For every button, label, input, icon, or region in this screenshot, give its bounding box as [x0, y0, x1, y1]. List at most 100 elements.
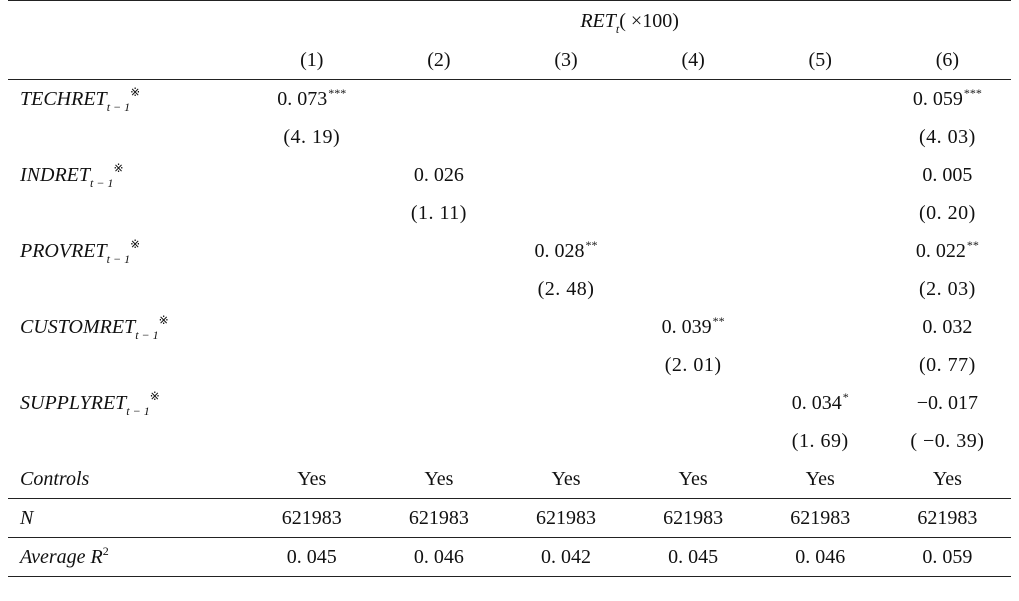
tstat-cell	[630, 118, 757, 156]
coefficient-value: −0. 017	[916, 391, 979, 414]
column-number: (5)	[756, 41, 884, 80]
variable-name: SUPPLYRET	[20, 391, 127, 414]
summary-cell: Yes	[297, 467, 327, 490]
dependent-var-subscript: t	[615, 21, 620, 36]
coefficient-row: TECHRETt − 1※ 0. 073*** 0. 059***	[8, 80, 1011, 119]
summary-label-text: Average R	[20, 545, 103, 568]
tstat-label-blank	[8, 422, 248, 460]
summary-cell: 0. 046	[375, 537, 503, 577]
coefficient-value: 0. 022	[915, 239, 966, 262]
summary-label-text: Controls	[20, 467, 90, 490]
summary-body: Controls Yes Yes Yes Yes Yes Yes N 621983 621983 6…	[8, 460, 1011, 577]
coefficient-cell	[630, 384, 757, 422]
dependent-var-scale: ( ×100)	[619, 9, 679, 32]
coefficient-cell	[502, 384, 629, 422]
coefficient-cell	[375, 384, 502, 422]
coefficient-cell	[757, 156, 884, 194]
coefficient-value: 0. 039	[661, 315, 712, 338]
summary-cell: 0. 042	[502, 537, 630, 577]
significance-stars: **	[585, 237, 598, 252]
variable-label: CUSTOMRETt − 1※	[8, 308, 248, 346]
tstat-cell	[757, 118, 884, 156]
coefficient-cell: 0. 032	[884, 308, 1011, 346]
column-number: (6)	[883, 41, 1011, 80]
tstat-value: (1. 69)	[791, 429, 849, 452]
summary-cell: Yes	[805, 467, 835, 490]
summary-cell: 0. 045	[629, 537, 757, 577]
tstat-cell: (2. 48)	[502, 270, 629, 308]
coefficient-body: TECHRETt − 1※ 0. 073*** 0. 059*** (4. 19) (4…	[8, 80, 1011, 461]
variable-subscript: t − 1	[106, 251, 131, 266]
tstat-cell	[630, 422, 757, 460]
coefficient-cell	[502, 80, 629, 119]
tstat-cell	[757, 194, 884, 232]
summary-label: Controls	[8, 460, 248, 499]
significance-stars: *	[842, 389, 849, 404]
tstat-cell	[502, 194, 629, 232]
tstat-cell	[248, 422, 375, 460]
summary-cell: 0. 059	[883, 537, 1011, 577]
variable-mark: ※	[149, 388, 160, 403]
tstat-cell: (0. 20)	[884, 194, 1011, 232]
tstat-cell	[502, 346, 629, 384]
coefficient-cell	[248, 156, 375, 194]
tstat-cell	[502, 118, 629, 156]
header-spanner-row: RETt( ×100)	[8, 0, 1011, 41]
coefficient-cell: 0. 005	[884, 156, 1011, 194]
coefficient-cell	[375, 80, 502, 119]
summary-row: N 621983 621983 621983 621983 621983 621983	[8, 498, 1011, 538]
tstat-cell	[502, 422, 629, 460]
summary-label: Average R2	[8, 537, 249, 577]
header-corner	[8, 0, 249, 41]
tstat-cell: (1. 11)	[375, 194, 502, 232]
tstat-cell	[375, 270, 502, 308]
column-number: (4)	[629, 41, 757, 80]
significance-stars: ***	[963, 85, 982, 100]
coefficient-cell: 0. 039**	[630, 308, 757, 346]
tstat-cell: ( −0. 39)	[884, 422, 1011, 460]
summary-cell: 621983	[883, 498, 1011, 538]
coefficient-value: 0. 032	[922, 315, 973, 338]
summary-cell: Yes	[424, 467, 454, 490]
coefficient-cell: 0. 028**	[502, 232, 629, 270]
coefficient-value: 0. 073	[277, 87, 328, 110]
summary-cell: 621983	[756, 498, 884, 538]
coefficient-value: 0. 034	[791, 391, 842, 414]
summary-row: Controls Yes Yes Yes Yes Yes Yes	[8, 460, 1011, 499]
tstat-cell	[375, 346, 502, 384]
tstat-value: (4. 19)	[283, 125, 341, 148]
variable-label: INDRETt − 1※	[8, 156, 248, 194]
coefficient-cell	[630, 80, 757, 119]
tstat-row: (4. 19) (4. 03)	[8, 118, 1011, 156]
variable-mark: ※	[130, 236, 141, 251]
column-number: (2)	[375, 41, 503, 80]
summary-cell: Yes	[678, 467, 708, 490]
tstat-value: (2. 03)	[918, 277, 976, 300]
tstat-cell: (2. 01)	[630, 346, 757, 384]
coefficient-row: PROVRETt − 1※ 0. 028** 0. 022**	[8, 232, 1011, 270]
tstat-cell	[248, 346, 375, 384]
tstat-cell	[630, 194, 757, 232]
tstat-value: (2. 01)	[664, 353, 722, 376]
tstat-cell	[248, 194, 375, 232]
significance-stars: **	[712, 313, 725, 328]
summary-cell: 621983	[375, 498, 503, 538]
dependent-variable-header: RETt( ×100)	[248, 0, 1011, 41]
tstat-cell: (2. 03)	[884, 270, 1011, 308]
regression-table: RETt( ×100) (1) (2) (3) (4) (5) (6) TECH…	[8, 0, 1011, 577]
variable-mark: ※	[158, 312, 169, 327]
coefficient-cell: 0. 026	[375, 156, 502, 194]
tstat-value: (1. 11)	[410, 201, 467, 224]
coefficient-cell	[630, 232, 757, 270]
variable-label: SUPPLYRETt − 1※	[8, 384, 248, 422]
tstat-cell	[757, 270, 884, 308]
tstat-cell	[375, 118, 502, 156]
column-number: (3)	[502, 41, 630, 80]
coefficient-cell	[248, 308, 375, 346]
coefficient-value: 0. 028	[534, 239, 585, 262]
tstat-value: ( −0. 39)	[910, 429, 985, 452]
coefficient-cell	[375, 308, 502, 346]
coefficient-cell: 0. 073***	[248, 80, 375, 119]
summary-row: Average R2 0. 045 0. 046 0. 042 0. 045 0. 046…	[8, 537, 1011, 577]
summary-cell: 621983	[629, 498, 757, 538]
